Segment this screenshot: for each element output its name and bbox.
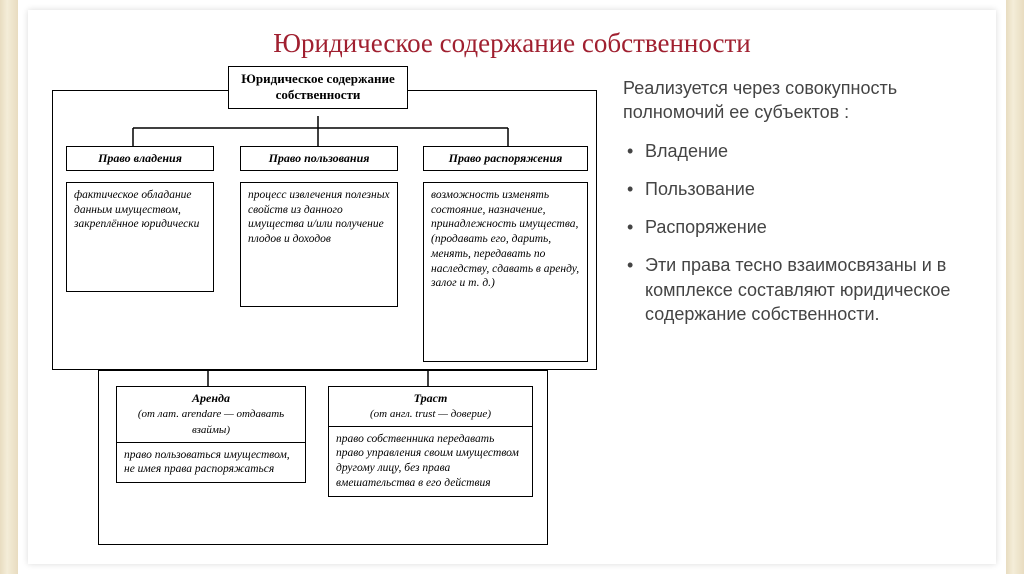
node-use-head: Право пользования [241,147,397,170]
content-area: Юридическое содержание собственности Пра… [48,66,976,554]
root-node: Юридическое содержание собственности [228,66,408,109]
node-lease-head: Аренда (от лат. arendare — отдавать взай… [117,387,305,442]
node-trust: Траст (от англ. trust — доверие) право с… [328,386,533,497]
intro-text: Реализуется через совокупность полномочи… [623,76,966,125]
bullet-list: Владение Пользование Распоряжение Эти пр… [627,139,966,327]
node-trust-title: Траст [414,391,448,405]
node-trust-head: Траст (от англ. trust — доверие) [329,387,532,426]
node-dispose-body: возможность изменять состояние, назначен… [423,182,588,362]
list-item: Эти права тесно взаимосвязаны и в компле… [627,253,966,326]
node-ownership: Право владения [66,146,214,171]
page-title: Юридическое содержание собственности [28,10,996,67]
diagram: Юридическое содержание собственности Пра… [48,66,608,556]
root-label: Юридическое содержание собственности [229,67,407,108]
right-edge [1006,0,1024,574]
node-trust-text: право собственника передавать право упра… [329,426,532,496]
node-dispose-text: возможность изменять состояние, назначен… [424,183,587,296]
node-use-text: процесс извлечения полезных свойств из д… [241,183,397,252]
node-lease: Аренда (от лат. arendare — отдавать взай… [116,386,306,483]
node-lease-text: право пользоваться имуществом, не имея п… [117,442,305,482]
slide-page: Юридическое содержание собственности Юри… [28,10,996,564]
list-item: Распоряжение [627,215,966,239]
list-item: Владение [627,139,966,163]
node-lease-sub: (от лат. arendare — отдавать взаймы) [138,408,284,436]
node-ownership-body: фактическое обладание данным имуществом,… [66,182,214,292]
node-dispose: Право распоряжения [423,146,588,171]
node-dispose-head: Право распоряжения [424,147,587,170]
right-panel: Реализуется через совокупность полномочи… [623,76,966,340]
left-edge [0,0,18,574]
node-ownership-text: фактическое обладание данным имуществом,… [67,183,213,237]
node-use-body: процесс извлечения полезных свойств из д… [240,182,398,307]
node-trust-sub: (от англ. trust — доверие) [370,408,491,420]
list-item: Пользование [627,177,966,201]
node-use: Право пользования [240,146,398,171]
node-ownership-head: Право владения [67,147,213,170]
node-lease-title: Аренда [192,391,230,405]
